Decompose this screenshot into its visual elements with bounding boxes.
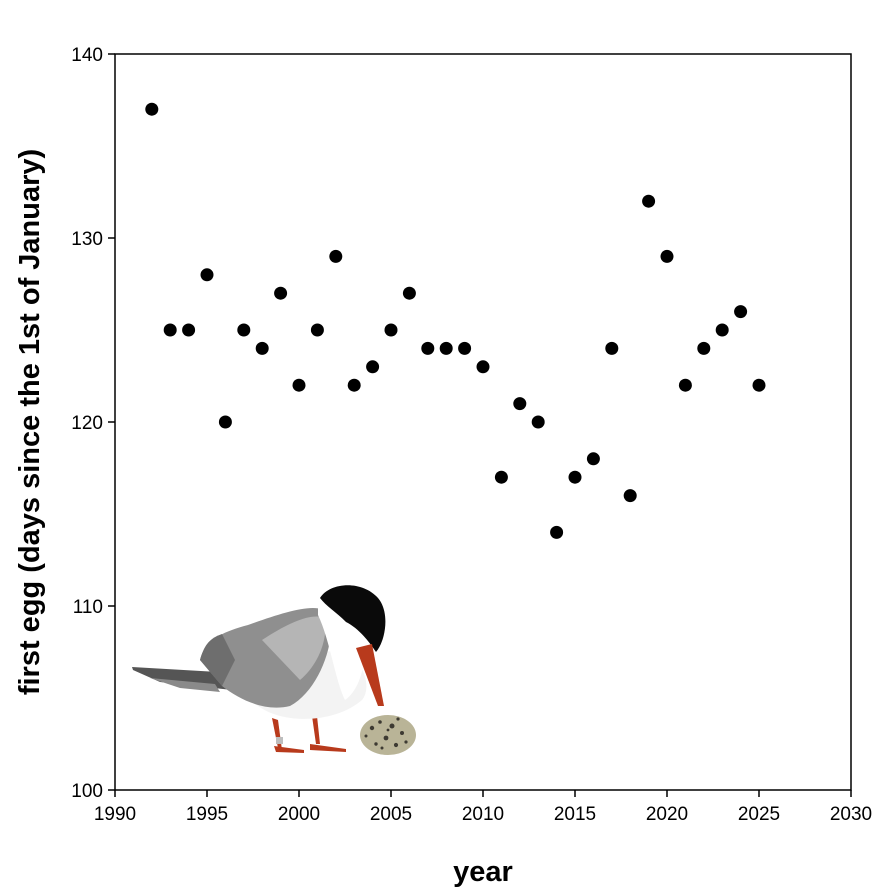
tern-foot-front xyxy=(310,744,346,752)
x-tick-label: 1995 xyxy=(186,804,228,825)
data-point xyxy=(678,378,692,392)
data-point xyxy=(274,286,288,300)
x-tick-label: 2005 xyxy=(370,804,412,825)
data-point xyxy=(660,249,674,263)
y-tick-label: 130 xyxy=(71,229,103,250)
data-point xyxy=(513,397,527,411)
data-point xyxy=(292,378,306,392)
tern-leg-ring xyxy=(276,737,283,744)
y-tick-label: 100 xyxy=(71,781,103,802)
data-points xyxy=(145,102,766,539)
x-tick-label: 2025 xyxy=(738,804,780,825)
data-point xyxy=(200,268,214,282)
egg-speckles xyxy=(364,717,408,750)
tern-leg-front xyxy=(312,716,320,744)
tern-tail-inner xyxy=(150,678,220,692)
data-point xyxy=(531,415,545,429)
y-tick-label: 120 xyxy=(71,413,103,434)
data-point xyxy=(715,323,729,337)
data-point xyxy=(697,341,711,355)
tern-illustration xyxy=(132,585,416,755)
x-tick-label: 2010 xyxy=(462,804,504,825)
y-tick-label: 110 xyxy=(73,597,103,618)
data-point xyxy=(402,286,416,300)
data-point xyxy=(145,102,159,116)
tern-cap xyxy=(320,585,386,652)
data-point xyxy=(642,194,656,208)
data-point xyxy=(550,525,564,539)
data-point xyxy=(439,341,453,355)
x-tick-label: 2000 xyxy=(278,804,320,825)
data-point xyxy=(494,470,508,484)
data-point xyxy=(384,323,398,337)
tern-wing-light xyxy=(262,616,326,680)
tern-wing-shade xyxy=(200,634,235,686)
data-point xyxy=(218,415,232,429)
y-tick-label: 140 xyxy=(71,45,103,66)
data-point xyxy=(182,323,196,337)
data-point xyxy=(734,305,748,319)
data-point xyxy=(568,470,582,484)
tern-egg xyxy=(360,715,416,755)
tern-foot-back xyxy=(274,746,304,753)
data-point xyxy=(752,378,766,392)
data-point xyxy=(163,323,177,337)
tern-leg-back xyxy=(272,718,282,750)
data-point xyxy=(586,452,600,466)
data-point xyxy=(255,341,269,355)
x-tick-label: 1990 xyxy=(94,804,136,825)
y-axis-title: first egg (days since the 1st of January… xyxy=(14,149,46,695)
data-point xyxy=(347,378,361,392)
x-tick-label: 2020 xyxy=(646,804,688,825)
y-axis: 100 110 120 130 140 xyxy=(71,45,115,802)
data-point xyxy=(310,323,324,337)
data-point xyxy=(421,341,435,355)
data-point xyxy=(458,341,472,355)
tern-bill xyxy=(356,644,384,706)
x-axis-title: year xyxy=(453,856,513,888)
x-axis: 1990 1995 2000 2005 2010 2015 2020 2025 2030 xyxy=(94,790,872,825)
data-point xyxy=(605,341,619,355)
data-point xyxy=(366,360,380,374)
data-point xyxy=(623,489,637,503)
x-tick-label: 2015 xyxy=(554,804,596,825)
data-point xyxy=(329,249,343,263)
data-point xyxy=(237,323,251,337)
data-point xyxy=(476,360,490,374)
x-tick-label: 2030 xyxy=(830,804,872,825)
